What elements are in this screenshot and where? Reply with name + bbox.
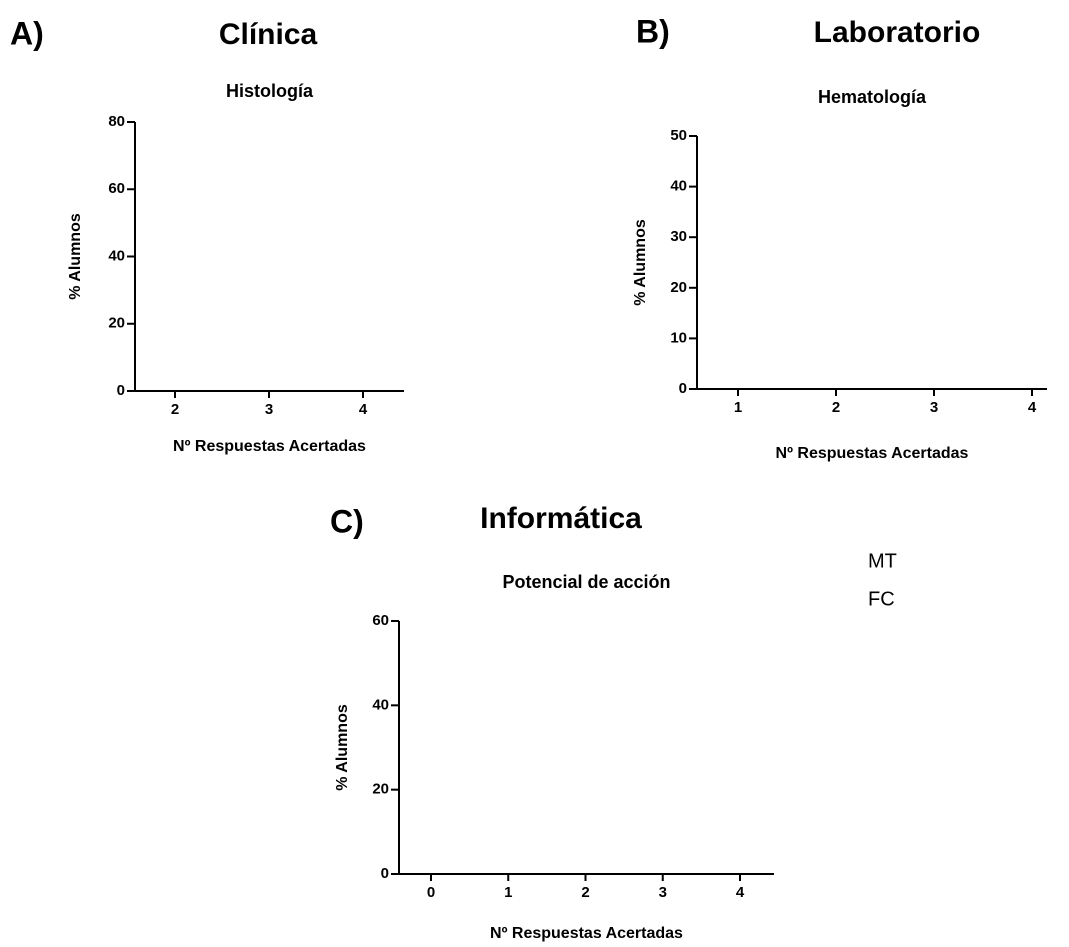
y-tick-label: 60 (108, 180, 125, 197)
x-axis-label: Nº Respuestas Acertadas (490, 925, 683, 942)
panel-label: A) (10, 15, 44, 51)
x-axis-label: Nº Respuestas Acertadas (776, 445, 969, 462)
x-tick-label: 4 (1028, 399, 1037, 416)
y-tick-label: 30 (670, 228, 687, 245)
y-tick-label: 40 (108, 247, 125, 264)
y-tick-label: 0 (381, 865, 389, 882)
x-tick-label: 3 (659, 884, 667, 901)
y-axis-label: % Alumnos (67, 213, 84, 300)
chart-title: Laboratorio (814, 16, 981, 49)
chart-title: Clínica (219, 18, 318, 51)
y-tick-label: 40 (372, 696, 389, 713)
y-axis-label: % Alumnos (334, 704, 351, 791)
x-tick-label: 1 (734, 399, 742, 416)
y-tick-label: 60 (372, 612, 389, 629)
x-tick-label: 4 (359, 401, 368, 418)
chart-subtitle: Potencial de acción (502, 572, 670, 592)
chart-subtitle: Histología (226, 81, 314, 101)
legend-entry: FC (868, 588, 895, 610)
x-tick-label: 3 (265, 401, 273, 418)
y-axis-label: % Alumnos (632, 219, 649, 306)
y-tick-label: 20 (372, 781, 389, 798)
x-tick-label: 2 (832, 399, 840, 416)
panel-label: C) (330, 503, 364, 539)
y-tick-label: 50 (670, 127, 687, 144)
x-tick-label: 1 (504, 884, 512, 901)
x-tick-label: 2 (171, 401, 179, 418)
x-tick-label: 3 (930, 399, 938, 416)
legend-entry: MT (868, 550, 897, 572)
y-tick-label: 20 (670, 279, 687, 296)
x-axis-label: Nº Respuestas Acertadas (173, 438, 366, 455)
x-tick-label: 4 (736, 884, 745, 901)
chart-subtitle: Hematología (818, 87, 927, 107)
y-tick-label: 80 (108, 113, 125, 130)
y-tick-label: 40 (670, 178, 687, 195)
y-tick-label: 0 (679, 380, 687, 397)
x-tick-label: 2 (581, 884, 589, 901)
chart-title: Informática (480, 502, 642, 535)
y-tick-label: 10 (670, 329, 687, 346)
x-tick-label: 0 (427, 884, 435, 901)
panel-label: B) (636, 13, 670, 49)
y-tick-label: 0 (117, 382, 125, 399)
y-tick-label: 20 (108, 315, 125, 332)
